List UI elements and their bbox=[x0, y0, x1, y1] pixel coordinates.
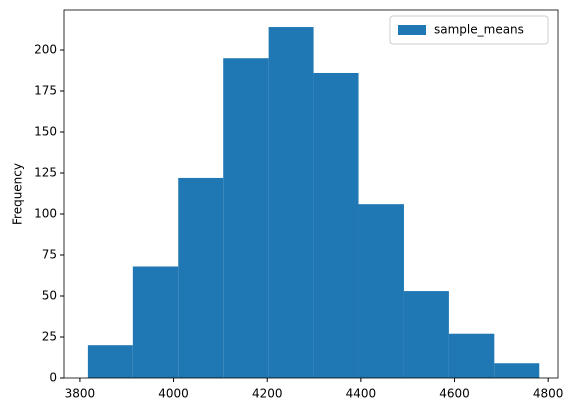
y-tick-label: 125 bbox=[34, 166, 57, 180]
y-tick-label: 75 bbox=[42, 248, 57, 262]
bar bbox=[178, 177, 224, 378]
x-tick-label: 4600 bbox=[439, 387, 470, 401]
bar bbox=[223, 58, 269, 379]
legend-box bbox=[389, 15, 549, 45]
y-tick-label: 175 bbox=[34, 84, 57, 98]
y-tick-label: 50 bbox=[42, 289, 57, 303]
x-tick-label: 4000 bbox=[158, 387, 189, 401]
bar bbox=[494, 363, 540, 378]
bar bbox=[358, 204, 404, 378]
y-tick-label: 150 bbox=[34, 125, 57, 139]
bar bbox=[132, 266, 179, 378]
bar bbox=[403, 291, 449, 378]
y-axis-label: Frequency bbox=[11, 163, 25, 225]
y-tick-label: 0 bbox=[49, 371, 57, 385]
x-tick-label: 4400 bbox=[346, 387, 377, 401]
legend-swatch bbox=[398, 25, 426, 35]
plot-frame bbox=[63, 9, 559, 379]
x-tick-label: 4800 bbox=[533, 387, 564, 401]
y-tick-label: 100 bbox=[34, 207, 57, 221]
bar bbox=[313, 72, 359, 378]
x-tick-label: 4200 bbox=[252, 387, 283, 401]
bar bbox=[448, 333, 495, 378]
legend-label: sample_means bbox=[434, 23, 524, 37]
y-tick-label: 25 bbox=[42, 330, 57, 344]
bar bbox=[268, 27, 314, 378]
x-tick-label: 3800 bbox=[65, 387, 96, 401]
bar bbox=[87, 345, 133, 378]
y-tick-label: 200 bbox=[34, 43, 57, 57]
